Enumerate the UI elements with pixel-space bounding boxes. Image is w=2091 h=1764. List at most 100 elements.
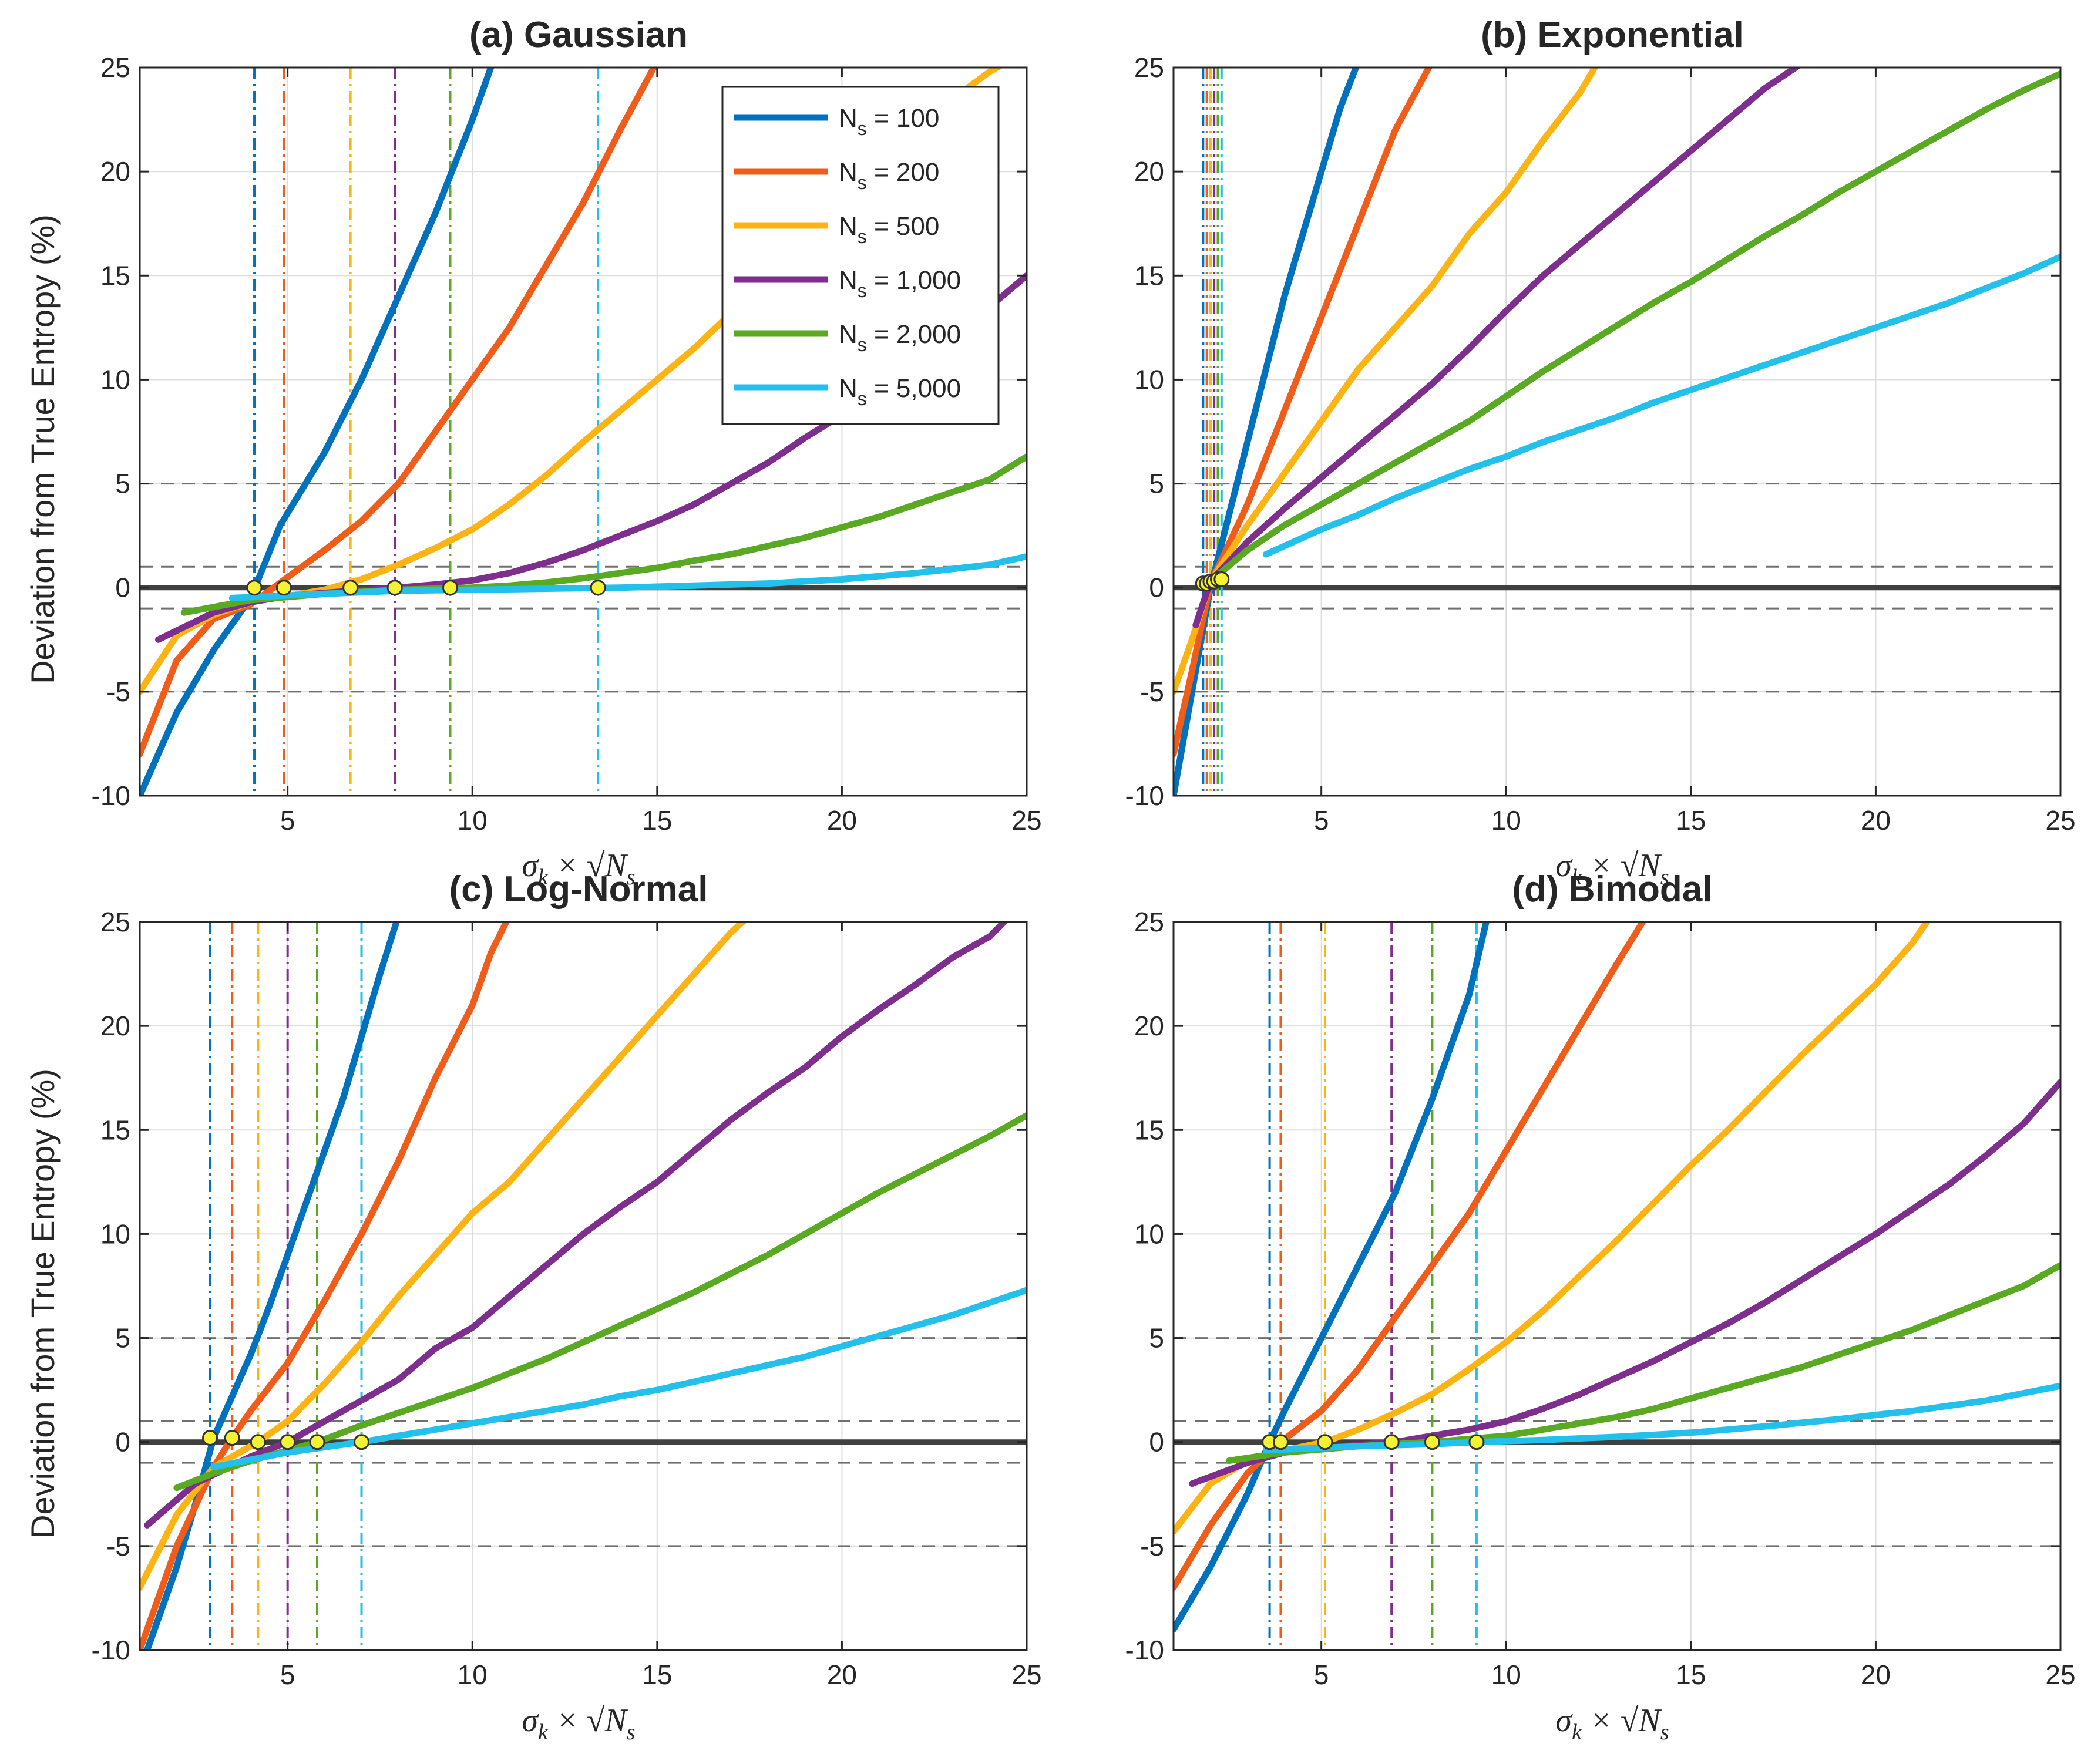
- x-tick-label: 5: [280, 805, 295, 836]
- legend-box: [721, 86, 1000, 425]
- x-tick-label: 10: [1491, 1659, 1521, 1690]
- intersection-marker: [1272, 1434, 1289, 1450]
- x-axis-label: σk × √Ns: [1555, 1702, 1669, 1745]
- legend-label: Ns = 200: [839, 158, 939, 193]
- y-tick-label: 10: [100, 1218, 130, 1249]
- y-tick-label: 20: [100, 1011, 130, 1041]
- x-tick-label: 20: [827, 1659, 857, 1690]
- series-line: [1192, 68, 1801, 628]
- y-tick-label: 25: [100, 52, 130, 83]
- y-tick-label: 15: [1134, 260, 1164, 291]
- panel-title: (d) Bimodal: [1512, 869, 1713, 910]
- axes-background: [1174, 68, 2060, 796]
- panel-title: (a) Gaussian: [469, 15, 688, 55]
- intersection-marker: [342, 580, 359, 596]
- y-tick-label: -10: [92, 780, 130, 811]
- legend-item-200: Ns = 200: [734, 158, 939, 193]
- y-tick-label: -5: [106, 1531, 130, 1561]
- x-tick-label: 5: [1314, 1659, 1329, 1690]
- legend: Ns = 100 Ns = 200 Ns = 500 Ns = 1,000 Ns…: [721, 86, 1000, 425]
- x-tick-label: 20: [827, 805, 857, 836]
- series-line: [173, 1112, 1027, 1492]
- x-tick-label: 5: [280, 1659, 295, 1690]
- intersection-marker: [590, 580, 606, 596]
- series-line: [1262, 253, 2060, 558]
- y-tick-label: 15: [100, 260, 130, 291]
- series-line: [140, 922, 748, 1591]
- y-tick-label: 0: [115, 573, 130, 603]
- x-tick-label: 15: [1676, 1659, 1706, 1690]
- plot-area: 5 10 15 20 25 -10 -5 0 5 10 15 20 25: [92, 907, 1042, 1690]
- panel-exponential: (b) Exponential σk × √Ns 5 10 15 20 25 -10 -5 0…: [1125, 15, 2076, 890]
- legend-label: Ns = 5,000: [839, 374, 961, 409]
- legend-item-500: Ns = 500: [734, 212, 939, 247]
- y-tick-label: -10: [1125, 1635, 1164, 1665]
- x-tick-label: 10: [458, 805, 488, 836]
- intersection-marker: [250, 1434, 266, 1450]
- series-line: [1174, 922, 1647, 1591]
- y-tick-label: 20: [1134, 1011, 1164, 1041]
- plot-area: 5 10 15 20 25 -10 -5 0 5 10 15 20 25: [1125, 907, 2076, 1690]
- series-line: [144, 922, 1009, 1529]
- y-tick-label: 0: [115, 1427, 130, 1457]
- intersection-marker: [386, 580, 403, 596]
- y-tick-label: -10: [1125, 780, 1164, 811]
- y-tick-label: 5: [115, 469, 130, 499]
- legend-item-5000: Ns = 5,000: [734, 374, 961, 409]
- series-line: [1174, 922, 1490, 1633]
- legend-item-100: Ns = 100: [734, 104, 939, 139]
- x-tick-label: 25: [1011, 805, 1041, 836]
- y-tick-label: 10: [1134, 1218, 1164, 1249]
- legend-label: Ns = 100: [839, 104, 939, 139]
- series-line: [1262, 1382, 2060, 1454]
- y-tick-label: 5: [1149, 469, 1164, 499]
- series-line: [140, 68, 658, 758]
- axes-frame: [139, 921, 1028, 1651]
- x-tick-label: 5: [1314, 805, 1329, 836]
- legend-label: Ns = 2,000: [839, 320, 961, 355]
- x-tick-label: 25: [2045, 1659, 2075, 1690]
- y-tick-label: 25: [1134, 52, 1164, 83]
- legend-label: Ns = 500: [839, 212, 939, 247]
- legend-item-1000: Ns = 1,000: [734, 266, 961, 301]
- y-tick-label: 25: [1134, 907, 1164, 937]
- legend-item-2000: Ns = 2,000: [734, 320, 961, 355]
- series-line: [1174, 68, 1433, 758]
- intersection-marker: [1213, 571, 1230, 588]
- y-axis-label: Deviation from True Entropy (%): [24, 1069, 61, 1539]
- intersection-marker: [246, 580, 263, 596]
- x-tick-label: 25: [1011, 1659, 1041, 1690]
- y-tick-label: 15: [1134, 1115, 1164, 1145]
- y-tick-label: -5: [106, 676, 130, 707]
- intersection-marker: [1468, 1434, 1485, 1450]
- y-tick-label: -5: [1140, 1531, 1164, 1561]
- panel-log-normal: (c) Log-Normal Deviation from True Entro…: [24, 869, 1042, 1745]
- y-tick-label: 5: [115, 1323, 130, 1354]
- y-tick-label: 20: [1134, 156, 1164, 187]
- y-tick-label: 5: [1149, 1323, 1164, 1354]
- plot-area: 5 10 15 20 25 -10 -5 0 5 10 15 20 25: [1125, 52, 2076, 836]
- series-line: [140, 68, 495, 796]
- panel-gaussian: (a) Gaussian Deviation from True Entropy…: [24, 15, 1042, 890]
- intersection-marker: [275, 580, 292, 596]
- y-tick-label: 20: [100, 156, 130, 187]
- y-tick-label: -5: [1140, 676, 1164, 707]
- y-tick-label: -10: [92, 1635, 130, 1665]
- x-tick-label: 15: [642, 805, 672, 836]
- x-tick-label: 25: [2045, 805, 2075, 836]
- x-tick-label: 10: [1491, 805, 1521, 836]
- legend-label: Ns = 1,000: [839, 266, 961, 301]
- x-tick-label: 15: [642, 1659, 672, 1690]
- y-tick-label: 25: [100, 907, 130, 937]
- axes-background: [140, 922, 1027, 1650]
- panel-bimodal: (d) Bimodal σk × √Ns 5 10 15 20 25 -10 -5 0 5 10 1…: [1125, 869, 2076, 1745]
- x-tick-label: 10: [458, 1659, 488, 1690]
- intersection-marker: [442, 580, 458, 596]
- y-tick-label: 0: [1149, 1427, 1164, 1457]
- x-tick-label: 20: [1861, 805, 1891, 836]
- axes-background: [1174, 922, 2060, 1650]
- intersection-marker: [354, 1434, 369, 1450]
- x-axis-label: σk × √Ns: [522, 847, 635, 890]
- intersection-marker: [309, 1434, 325, 1450]
